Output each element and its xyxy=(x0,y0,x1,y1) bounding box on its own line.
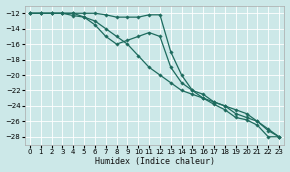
X-axis label: Humidex (Indice chaleur): Humidex (Indice chaleur) xyxy=(95,157,215,166)
